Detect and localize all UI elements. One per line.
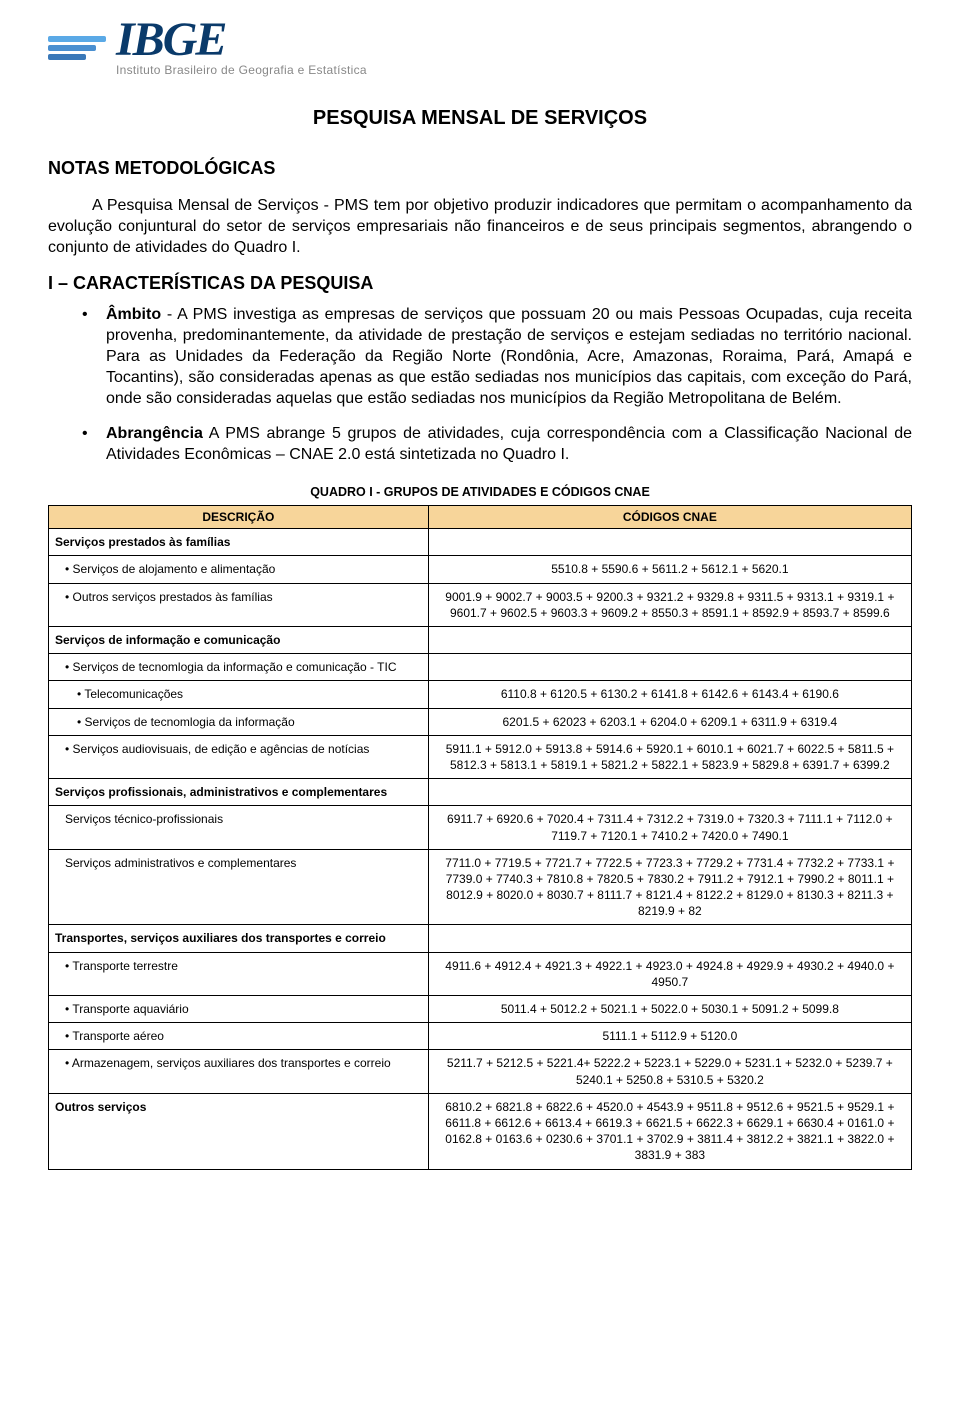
table-caption: QUADRO I - GRUPOS DE ATIVIDADES E CÓDIGO… — [48, 485, 912, 499]
cell-codes — [428, 627, 911, 654]
bullet-ambito-body: - A PMS investiga as empresas de serviço… — [106, 306, 912, 407]
table-row: Serviços de informação e comunicação — [49, 627, 912, 654]
table-row: Serviços técnico-profissionais6911.7 + 6… — [49, 806, 912, 849]
cell-codes — [428, 529, 911, 556]
cell-codes: 6911.7 + 6920.6 + 7020.4 + 7311.4 + 7312… — [428, 806, 911, 849]
cell-desc: Armazenagem, serviços auxiliares dos tra… — [49, 1050, 429, 1093]
bullet-ambito-lead: Âmbito — [106, 306, 161, 323]
cell-desc: Telecomunicações — [49, 681, 429, 708]
table-row: Transporte terrestre4911.6 + 4912.4 + 49… — [49, 952, 912, 995]
cell-codes: 5011.4 + 5012.2 + 5021.1 + 5022.0 + 5030… — [428, 996, 911, 1023]
cell-desc: Transporte aquaviário — [49, 996, 429, 1023]
th-descricao: DESCRIÇÃO — [49, 506, 429, 529]
cell-codes — [428, 925, 911, 952]
bullet-ambito: Âmbito - A PMS investiga as empresas de … — [82, 304, 912, 410]
intro-paragraph: A Pesquisa Mensal de Serviços - PMS tem … — [48, 195, 912, 258]
logo-stripe-2 — [48, 45, 96, 51]
cell-codes: 5211.7 + 5212.5 + 5221.4+ 5222.2 + 5223.… — [428, 1050, 911, 1093]
th-codigos: CÓDIGOS CNAE — [428, 506, 911, 529]
cell-desc: Serviços de tecnomlogia da informação e … — [49, 654, 429, 681]
cell-desc: Serviços de informação e comunicação — [49, 627, 429, 654]
cell-codes: 5510.8 + 5590.6 + 5611.2 + 5612.1 + 5620… — [428, 556, 911, 583]
bullet-abrangencia: Abrangência A PMS abrange 5 grupos de at… — [82, 423, 912, 465]
cell-codes: 6110.8 + 6120.5 + 6130.2 + 6141.8 + 6142… — [428, 681, 911, 708]
characteristics-list: Âmbito - A PMS investiga as empresas de … — [82, 304, 912, 466]
cell-desc: Serviços profissionais, administrativos … — [49, 779, 429, 806]
table-row: Serviços profissionais, administrativos … — [49, 779, 912, 806]
cell-desc: Outros serviços — [49, 1093, 429, 1169]
table-row: Transportes, serviços auxiliares dos tra… — [49, 925, 912, 952]
table-row: Serviços prestados às famílias — [49, 529, 912, 556]
section-heading-caracteristicas: I – CARACTERÍSTICAS DA PESQUISA — [48, 273, 912, 294]
cell-codes: 5911.1 + 5912.0 + 5913.8 + 5914.6 + 5920… — [428, 735, 911, 778]
logo-subtitle: Instituto Brasileiro de Geografia e Esta… — [116, 63, 367, 77]
logo-stripe-1 — [48, 36, 106, 42]
cell-codes: 6810.2 + 6821.8 + 6822.6 + 4520.0 + 4543… — [428, 1093, 911, 1169]
bullet-abrangencia-lead: Abrangência — [106, 425, 203, 442]
cell-desc: Serviços prestados às famílias — [49, 529, 429, 556]
table-row: Serviços administrativos e complementare… — [49, 849, 912, 925]
cell-desc: Transportes, serviços auxiliares dos tra… — [49, 925, 429, 952]
cell-codes: 9001.9 + 9002.7 + 9003.5 + 9200.3 + 9321… — [428, 583, 911, 626]
cell-desc: Serviços de tecnomlogia da informação — [49, 708, 429, 735]
cell-desc: Transporte aéreo — [49, 1023, 429, 1050]
logo-text: IBGE — [116, 18, 367, 61]
cell-desc: Serviços administrativos e complementare… — [49, 849, 429, 925]
cell-codes — [428, 654, 911, 681]
ibge-logo: IBGE Instituto Brasileiro de Geografia e… — [48, 18, 912, 77]
cell-codes: 4911.6 + 4912.4 + 4921.3 + 4922.1 + 4923… — [428, 952, 911, 995]
table-row: Telecomunicações6110.8 + 6120.5 + 6130.2… — [49, 681, 912, 708]
cell-codes: 6201.5 + 62023 + 6203.1 + 6204.0 + 6209.… — [428, 708, 911, 735]
bullet-abrangencia-body: A PMS abrange 5 grupos de atividades, cu… — [106, 425, 912, 463]
cell-codes — [428, 779, 911, 806]
cell-codes: 7711.0 + 7719.5 + 7721.7 + 7722.5 + 7723… — [428, 849, 911, 925]
logo-text-block: IBGE Instituto Brasileiro de Geografia e… — [116, 18, 367, 77]
cell-codes: 5111.1 + 5112.9 + 5120.0 — [428, 1023, 911, 1050]
table-row: Outros serviços prestados às famílias900… — [49, 583, 912, 626]
table-row: Transporte aéreo5111.1 + 5112.9 + 5120.0 — [49, 1023, 912, 1050]
cell-desc: Transporte terrestre — [49, 952, 429, 995]
cell-desc: Serviços técnico-profissionais — [49, 806, 429, 849]
table-row: Serviços audiovisuais, de edição e agênc… — [49, 735, 912, 778]
cell-desc: Serviços audiovisuais, de edição e agênc… — [49, 735, 429, 778]
document-title: PESQUISA MENSAL DE SERVIÇOS — [48, 107, 912, 130]
cell-desc: Serviços de alojamento e alimentação — [49, 556, 429, 583]
logo-stripes — [48, 36, 106, 60]
table-row: Outros serviços6810.2 + 6821.8 + 6822.6 … — [49, 1093, 912, 1169]
quadro-table: DESCRIÇÃO CÓDIGOS CNAE Serviços prestado… — [48, 505, 912, 1169]
logo-stripe-3 — [48, 54, 86, 60]
table-row: Serviços de tecnomlogia da informação620… — [49, 708, 912, 735]
cell-desc: Outros serviços prestados às famílias — [49, 583, 429, 626]
table-row: Serviços de alojamento e alimentação5510… — [49, 556, 912, 583]
table-row: Transporte aquaviário5011.4 + 5012.2 + 5… — [49, 996, 912, 1023]
table-row: Serviços de tecnomlogia da informação e … — [49, 654, 912, 681]
section-heading-notas: NOTAS METODOLÓGICAS — [48, 158, 912, 179]
table-row: Armazenagem, serviços auxiliares dos tra… — [49, 1050, 912, 1093]
